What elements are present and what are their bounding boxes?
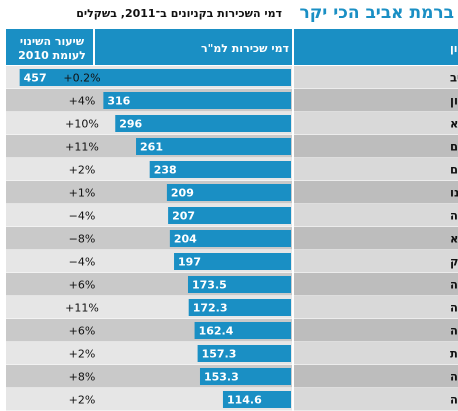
bar-value-label: 114.6 [227, 394, 262, 407]
mall-name: רחובות [450, 347, 458, 361]
bar [149, 161, 291, 178]
bar [194, 322, 291, 339]
change-value: −4% [69, 210, 96, 223]
bar-value-label: 157.3 [202, 348, 237, 361]
mall-name: רמת אביב [450, 71, 458, 85]
bar [199, 368, 291, 385]
bar [222, 391, 291, 408]
bar [115, 115, 291, 132]
mall-name: אבנת פתח תקווה [450, 278, 458, 292]
change-value: +11% [65, 302, 99, 315]
change-value: +0.2% [63, 72, 100, 85]
change-value: +4% [69, 95, 96, 108]
bar-value-label: 207 [172, 210, 195, 223]
change-value: −8% [69, 233, 96, 246]
mall-name: רננים רעננה [450, 393, 458, 407]
change-value: +10% [65, 118, 99, 131]
table-row [6, 388, 293, 411]
mall-cell [294, 365, 458, 388]
chart-subtitle: דמי השכירות בקניונים ב־2011, בשקלים [76, 7, 282, 20]
bar-value-label: 173.5 [192, 279, 227, 292]
chart-title: ברמת אביב הכי יקר [299, 3, 454, 23]
mall-cell [294, 135, 458, 158]
mall-name: גבעתיים [450, 163, 458, 177]
change-value: −4% [69, 256, 96, 269]
bar-value-label: 238 [154, 164, 177, 177]
mall-name: גרנד קניון חיפה [450, 324, 458, 338]
change-value: +2% [69, 394, 96, 407]
mall-cell [294, 250, 458, 273]
title-row: ברמת אביב הכי יקר דמי השכירות בקניונים ב… [0, 0, 458, 28]
mall-cell [294, 388, 458, 411]
bar-value-label: 197 [178, 256, 201, 269]
mall-cell [294, 66, 458, 89]
column-header-change-line1: שיעור השינוי [20, 35, 85, 48]
change-value: +8% [69, 371, 96, 384]
bar-value-label: 261 [140, 141, 163, 154]
mall-cell [294, 342, 458, 365]
column-header-mall: קניון [450, 42, 458, 55]
header-background [6, 29, 458, 65]
mall-name: קריון קריית ביאליק [450, 255, 458, 269]
mall-name: קניון איילון [450, 94, 458, 108]
change-value: +6% [69, 279, 96, 292]
table-header: קניון דמי שכירות למ"ר שיעור השינוי לעומת… [6, 29, 458, 65]
change-value: +2% [69, 348, 96, 361]
change-value: +1% [69, 187, 96, 200]
mall-cell [294, 181, 458, 204]
bar-value-label: 209 [171, 187, 194, 200]
bar [168, 207, 291, 224]
change-value: +11% [65, 141, 99, 154]
bar [187, 276, 291, 293]
bar-value-label: 457 [24, 72, 47, 85]
change-value: +6% [69, 325, 96, 338]
bar [174, 253, 291, 270]
bar [188, 299, 291, 316]
column-header-change-line2: לעומת 2010 [18, 49, 86, 62]
mall-cell [294, 158, 458, 181]
bar [103, 92, 291, 109]
mall-cell [294, 296, 458, 319]
mall-cell [294, 204, 458, 227]
bar-value-label: 296 [119, 118, 142, 131]
mall-name: קניון השרון נתניה [450, 370, 458, 384]
mall-cell [294, 89, 458, 112]
bar-value-label: 316 [107, 95, 130, 108]
mall-name: מלחה ירושלים [450, 140, 458, 154]
mall-name: קניון ערים כפר סבא [450, 232, 458, 246]
mall-cell [294, 273, 458, 296]
bar [169, 230, 291, 247]
mall-cell [294, 227, 458, 250]
mall-name: שבעת הכוכבים הרצליה [450, 209, 458, 223]
mall-name: קריית אונו [450, 186, 458, 200]
column-header-rent: דמי שכירות למ"ר [201, 42, 289, 55]
mall-cell [294, 319, 458, 342]
mall-cell [294, 112, 458, 135]
mall-name: מגדלי עזריאלי ת"א [450, 117, 458, 131]
bar-value-label: 204 [174, 233, 197, 246]
bar-value-label: 153.3 [204, 371, 239, 384]
bar [197, 345, 291, 362]
bar [136, 138, 291, 155]
change-value: +2% [69, 164, 96, 177]
bar-value-label: 172.3 [193, 302, 228, 315]
bar [166, 184, 291, 201]
bar [19, 69, 291, 86]
bar-value-label: 162.4 [199, 325, 234, 338]
mall-name: קניון חדרה [450, 301, 458, 315]
table-rows: 457 רמת אביב +0.2% 316 קניון איילון +4% 296 מגד… [6, 66, 458, 411]
